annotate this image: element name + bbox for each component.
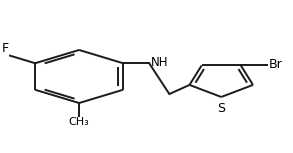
Text: S: S [217,102,225,114]
Text: NH: NH [151,56,168,69]
Text: F: F [1,42,8,55]
Text: CH₃: CH₃ [69,117,89,127]
Text: Br: Br [268,58,282,71]
